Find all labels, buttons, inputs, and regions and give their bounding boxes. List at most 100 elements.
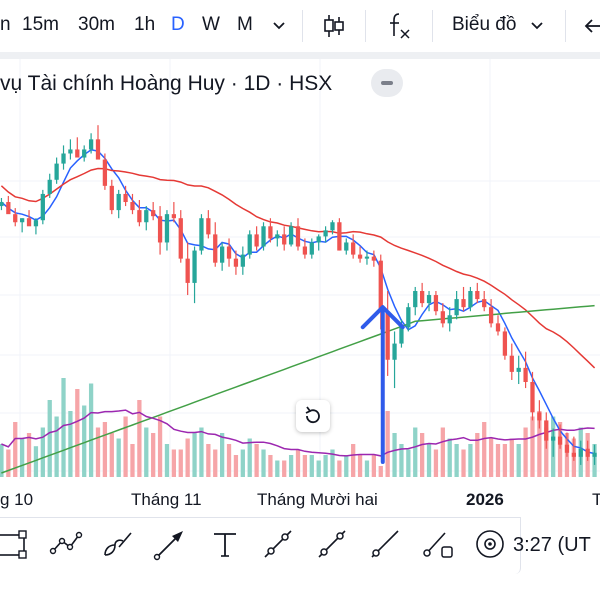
volume-bar <box>68 411 73 477</box>
polyline-icon[interactable] <box>49 527 83 561</box>
text-icon[interactable] <box>208 527 242 561</box>
interval-m[interactable]: M <box>237 14 253 35</box>
volume-bar <box>171 449 176 477</box>
interval-w[interactable]: W <box>202 14 220 35</box>
candle-body <box>54 163 59 180</box>
time-axis-label: Tháng 11 <box>131 490 202 509</box>
candle-body <box>399 327 404 344</box>
interval-chevron-down-icon[interactable] <box>272 20 286 32</box>
volume-bar <box>323 455 328 477</box>
volume-bar <box>33 446 39 477</box>
candle-body <box>530 382 535 413</box>
collapse-legend-button[interactable] <box>371 69 403 97</box>
footer-area <box>0 574 600 600</box>
volume-bar <box>199 427 204 477</box>
volume-bar <box>302 455 308 477</box>
chart-type-chevron-down-icon[interactable] <box>530 20 544 32</box>
candle-body <box>233 258 239 267</box>
interval-1h[interactable]: 1h <box>134 14 156 35</box>
candle-body <box>516 367 521 372</box>
volume-bar <box>495 444 501 477</box>
volume-bar <box>47 400 52 477</box>
symbol-title: vụ Tài chính Hoàng Huy · 1D · HSX <box>0 72 333 95</box>
brush-icon[interactable] <box>101 527 135 561</box>
candle-body <box>523 367 528 382</box>
volume-bar <box>240 449 245 477</box>
measure-icon[interactable] <box>473 527 507 561</box>
candlestick-icon[interactable] <box>320 12 348 40</box>
candle-body <box>364 256 370 259</box>
ray-icon[interactable] <box>368 527 402 561</box>
candle-body <box>406 307 411 328</box>
candle-body <box>123 193 128 203</box>
volume-bar <box>95 427 101 477</box>
candle-body <box>13 214 18 223</box>
candle-body <box>482 299 487 308</box>
candle-body <box>75 149 80 158</box>
fx-icon[interactable] <box>385 10 415 42</box>
time-axis-label-year: 2026 <box>466 490 504 509</box>
candle-body <box>68 149 73 154</box>
rectangle-icon[interactable] <box>0 527 34 561</box>
price-chart[interactable] <box>0 59 600 479</box>
candle-body <box>109 185 114 211</box>
candle-body <box>20 218 25 223</box>
interval-partial[interactable]: n <box>0 14 11 35</box>
volume-bar <box>61 378 66 477</box>
volume-bar <box>330 449 335 477</box>
candle-body <box>557 436 563 445</box>
arrow-icon[interactable] <box>153 527 187 561</box>
volume-bar <box>0 444 4 477</box>
candle-body <box>157 216 163 243</box>
volume-bar <box>461 449 466 477</box>
volume-bar <box>75 389 80 477</box>
volume-bar <box>178 449 183 477</box>
volume-bar <box>88 383 94 477</box>
volume-bar <box>516 444 521 477</box>
candle-body <box>426 295 432 304</box>
candle-body <box>220 246 225 263</box>
volume-bar <box>364 460 370 477</box>
interval-15m[interactable]: 15m <box>22 14 59 35</box>
volume-bar <box>268 455 273 477</box>
volume-bar <box>557 422 563 477</box>
volume-bar <box>509 438 514 477</box>
candle-body <box>47 179 52 194</box>
volume-bar <box>109 433 114 477</box>
volume-bar <box>220 433 225 477</box>
candle-body <box>330 222 335 231</box>
path-icon[interactable] <box>261 527 295 561</box>
chart-type-dropdown[interactable]: Biểu đồ <box>452 14 517 35</box>
volume-bar <box>157 416 163 477</box>
candle-body <box>192 250 197 283</box>
candle-body <box>275 234 280 239</box>
candle-body <box>199 218 204 251</box>
volume-bar <box>530 416 535 477</box>
interval-30m[interactable]: 30m <box>78 14 115 35</box>
candle-body <box>323 230 328 237</box>
candle-body <box>171 214 176 219</box>
time-axis-label: g 10 <box>0 490 34 509</box>
volume-bar <box>544 427 549 477</box>
volume-bar <box>440 427 445 477</box>
candle-body <box>578 448 583 457</box>
toolbar-divider <box>302 10 303 42</box>
candle-body <box>82 149 87 158</box>
trend-line-icon[interactable] <box>315 527 349 561</box>
volume-bar <box>433 449 439 477</box>
volume-bar <box>137 400 142 477</box>
undo-arrow-icon[interactable] <box>582 16 600 36</box>
candle-body <box>185 258 190 283</box>
interval-d[interactable]: D <box>171 14 185 35</box>
reset-chart-button[interactable] <box>296 400 330 432</box>
volume-bar <box>420 433 425 477</box>
clock-time[interactable]: 3:27 (UT <box>513 534 591 556</box>
reset-icon <box>305 406 320 424</box>
volume-bar <box>144 427 149 477</box>
volume-bar <box>371 455 376 477</box>
candle-body <box>213 234 218 263</box>
volume-bar <box>316 460 321 477</box>
shape-icon[interactable] <box>421 527 455 561</box>
volume-bar <box>20 438 25 477</box>
candle-body <box>178 218 183 259</box>
